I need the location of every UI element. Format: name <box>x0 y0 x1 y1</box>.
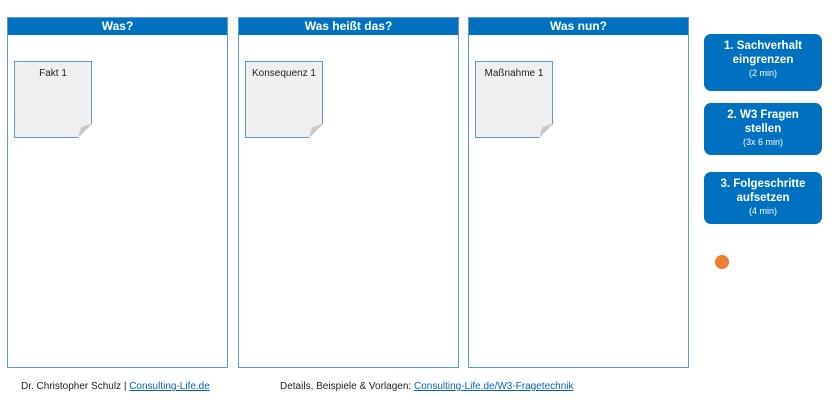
step-title: aufsetzen <box>736 192 790 204</box>
footer-author: Dr. Christopher Schulz | Consulting-Life… <box>21 381 210 392</box>
step-title: 1. Sachverhalt <box>724 40 802 52</box>
footer-details: Details, Beispiele & Vorlagen: Consultin… <box>280 381 574 392</box>
author-text: Dr. Christopher Schulz | <box>21 381 130 392</box>
step-title: 3. Folgeschritte <box>720 178 806 190</box>
column-was: Was? Fakt 1 <box>7 17 228 368</box>
step-title: eingrenzen <box>732 54 794 66</box>
details-link[interactable]: Consulting-Life.de/W3-Fragetechnik <box>413 381 574 392</box>
column-header: Was heißt das? <box>239 18 458 35</box>
column-was-nun: Was nun? Maßnahme 1 <box>468 17 689 368</box>
column-header: Was? <box>8 18 227 35</box>
sticky-note[interactable]: Maßnahme 1 <box>475 61 553 138</box>
step-title: stellen <box>744 123 782 135</box>
sticky-note[interactable]: Fakt 1 <box>14 61 92 138</box>
sticky-note[interactable]: Konsequenz 1 <box>245 61 323 138</box>
column-was-heisst-das: Was heißt das? Konsequenz 1 <box>238 17 459 368</box>
step-1-button[interactable]: 1. Sachverhalt eingrenzen (2 min) <box>704 34 822 91</box>
orange-dot-marker <box>715 255 729 269</box>
step-3-button[interactable]: 3. Folgeschritte aufsetzen (4 min) <box>704 172 822 224</box>
step-duration: (2 min) <box>748 68 777 78</box>
column-header: Was nun? <box>469 18 688 35</box>
step-title: 2. W3 Fragen <box>727 109 799 121</box>
details-text: Details, Beispiele & Vorlagen: <box>280 381 414 392</box>
step-duration: (3x 6 min) <box>742 137 783 147</box>
author-link[interactable]: Consulting-Life.de <box>129 381 210 392</box>
step-2-button[interactable]: 2. W3 Fragen stellen (3x 6 min) <box>704 103 822 155</box>
step-duration: (4 min) <box>748 206 777 216</box>
